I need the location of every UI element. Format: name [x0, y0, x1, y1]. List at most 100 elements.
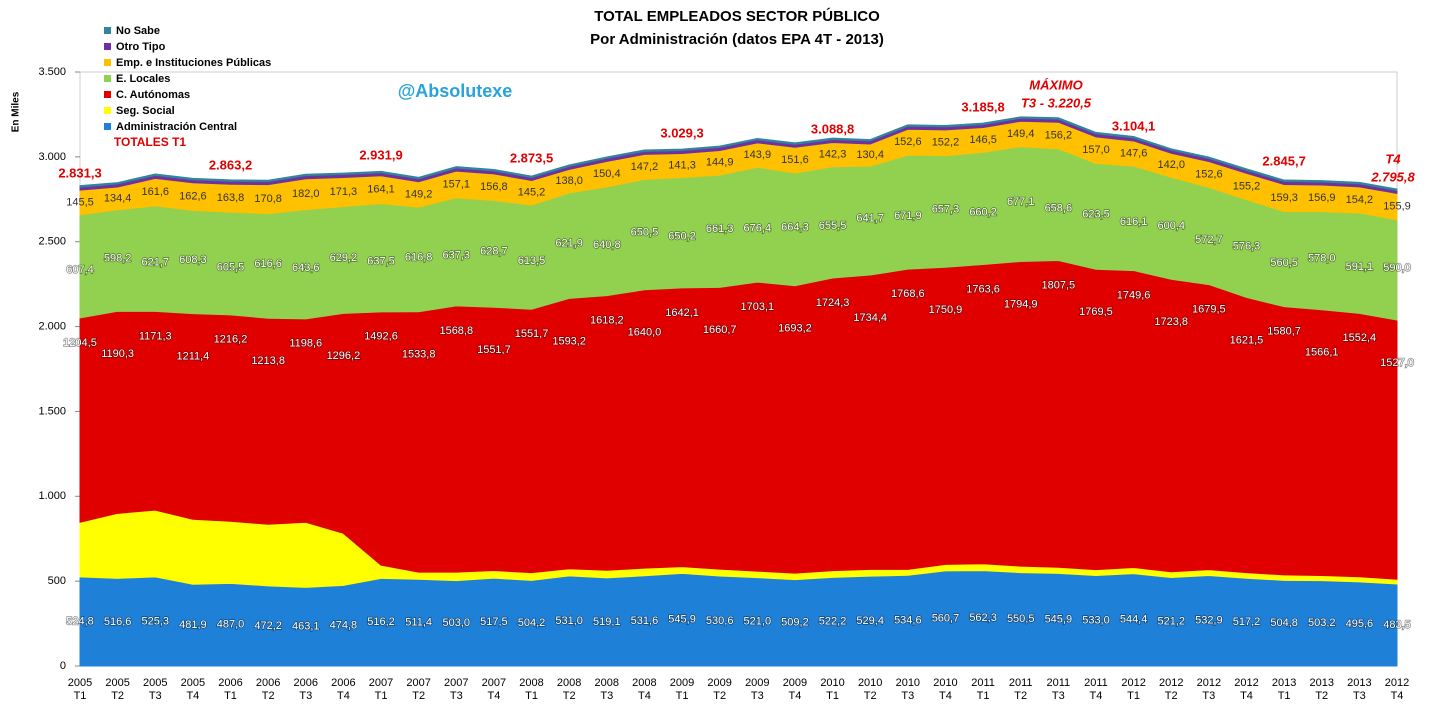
data-label: 641,7 [856, 212, 884, 224]
x-tick-label: 2005 T1 [67, 677, 93, 702]
data-label: 1660,7 [703, 324, 737, 336]
legend-label: C. Autónomas [116, 89, 190, 101]
data-label: 509,2 [781, 617, 809, 629]
data-label: 534,6 [894, 615, 922, 627]
data-label: 1551,7 [515, 328, 549, 340]
legend-label: Emp. e Instituciones Públicas [116, 57, 271, 69]
data-label: 141,3 [668, 159, 696, 171]
total-label: 3.029,3 [660, 125, 703, 140]
data-label: 487,0 [217, 619, 245, 631]
x-tick-label: 2012 T4 [1234, 677, 1259, 702]
x-tick-label: 2008 T2 [556, 677, 582, 702]
data-label: 156,8 [480, 181, 508, 193]
x-tick-label: 2007 T1 [368, 677, 394, 702]
x-tick-label: 2011 T2 [1008, 677, 1033, 702]
data-label: 560,7 [932, 612, 960, 624]
x-tick-label: 2011 T4 [1084, 677, 1108, 702]
x-tick-label: 2010 T3 [895, 677, 921, 702]
data-label: 472,2 [254, 620, 282, 632]
data-label: 503,0 [443, 617, 471, 629]
watermark: @Absolutexe [398, 81, 513, 101]
data-label: 170,8 [254, 193, 282, 205]
y-tick-label: 2.000 [38, 320, 66, 332]
data-label: 138,0 [555, 175, 583, 187]
legend-label: E. Locales [116, 73, 170, 85]
data-label: 149,4 [1007, 128, 1035, 140]
data-label: 550,5 [1007, 613, 1035, 625]
data-label: 504,8 [1270, 617, 1298, 629]
data-label: 1527,0 [1380, 357, 1414, 369]
data-label: 142,0 [1157, 159, 1185, 171]
legend-swatch [104, 123, 111, 130]
data-label: 608,3 [179, 254, 207, 266]
data-label: 562,3 [969, 612, 997, 624]
x-tick-label: 2006 T3 [293, 677, 318, 702]
data-label: 1749,6 [1117, 289, 1151, 301]
data-label: 157,1 [443, 178, 471, 190]
data-label: 531,6 [631, 615, 659, 627]
data-label: 147,2 [631, 161, 659, 173]
data-label: 162,6 [179, 190, 207, 202]
data-label: 525,3 [141, 615, 169, 627]
x-tick-label: 2009 T1 [669, 677, 695, 702]
data-label: 1703,1 [740, 301, 774, 313]
data-label: 677,1 [1007, 196, 1035, 208]
data-label: 529,4 [856, 615, 884, 627]
data-label: 533,0 [1082, 615, 1110, 627]
data-label: 531,0 [555, 615, 583, 627]
data-label: 1768,6 [891, 288, 925, 300]
data-label: 640,8 [593, 239, 621, 251]
data-label: 655,5 [819, 220, 847, 232]
x-tick-label: 2008 T4 [632, 677, 657, 702]
data-label: 134,4 [104, 192, 132, 204]
data-label: 463,1 [292, 621, 320, 633]
data-label: 572,7 [1195, 234, 1223, 246]
data-label: 483,5 [1383, 619, 1411, 631]
data-label: 650,2 [668, 231, 696, 243]
x-tick-label: 2011 T1 [971, 677, 995, 702]
x-tick-label: 2008 T1 [519, 677, 544, 702]
x-tick-label: 2013 T1 [1271, 677, 1297, 702]
data-label: 623,5 [1082, 208, 1110, 220]
data-label: 1551,7 [477, 344, 511, 356]
data-label: 650,5 [631, 227, 659, 239]
data-label: 1621,5 [1230, 334, 1264, 346]
x-tick-label: 2006 T4 [331, 677, 356, 702]
x-tick-label: 2010 T1 [820, 677, 845, 702]
data-label: 621,7 [141, 257, 169, 269]
data-label: 613,5 [518, 255, 546, 267]
x-tick-label: 2007 T3 [444, 677, 469, 702]
x-tick-label: 2005 T2 [105, 677, 130, 702]
last-total: T4 [1385, 151, 1401, 166]
data-label: 637,3 [443, 250, 471, 262]
data-label: 560,5 [1270, 257, 1298, 269]
data-label: 1807,5 [1042, 279, 1076, 291]
data-label: 532,9 [1195, 615, 1223, 627]
data-label: 1642,1 [665, 307, 699, 319]
y-tick-label: 1.500 [38, 405, 66, 417]
x-tick-label: 2005 T3 [143, 677, 168, 702]
data-label: 152,6 [894, 136, 922, 148]
total-label: 3.088,8 [811, 121, 854, 136]
legend-swatch [104, 107, 111, 114]
total-label: 2.873,5 [510, 150, 553, 165]
data-label: 164,1 [367, 184, 395, 196]
data-label: 159,3 [1270, 192, 1298, 204]
data-label: 591,1 [1346, 261, 1374, 273]
legend-label: Administración Central [116, 121, 237, 133]
data-label: 643,6 [292, 262, 320, 274]
data-label: 1593,2 [552, 335, 586, 347]
data-label: 598,2 [104, 252, 132, 264]
data-label: 1171,3 [139, 330, 172, 342]
data-label: 516,2 [367, 616, 395, 628]
data-label: 676,4 [744, 223, 772, 235]
data-label: 658,6 [1045, 203, 1073, 215]
x-tick-label: 2006 T1 [218, 677, 243, 702]
x-tick-label: 2006 T2 [255, 677, 281, 702]
x-tick-label: 2008 T3 [594, 677, 620, 702]
x-tick-label: 2007 T4 [481, 677, 507, 702]
data-label: 156,2 [1045, 129, 1073, 141]
data-label: 521,0 [744, 616, 772, 628]
data-label: 519,1 [593, 616, 621, 628]
data-label: 1618,2 [590, 315, 624, 327]
